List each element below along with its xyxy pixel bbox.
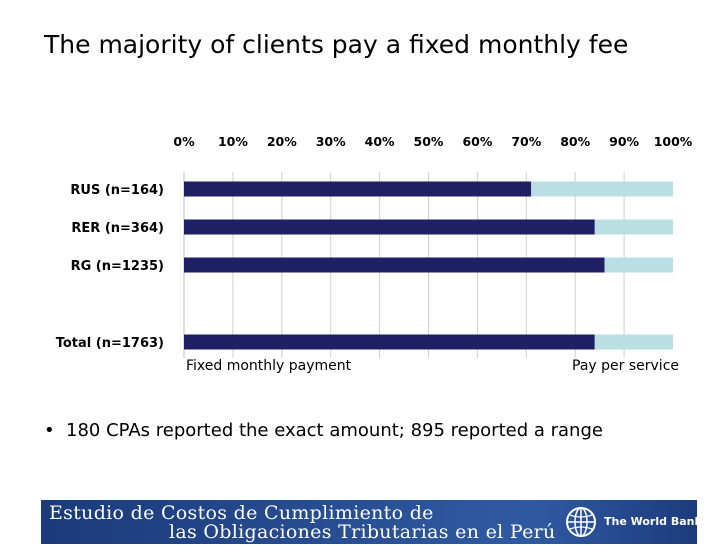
footer-banner: Estudio de Costos de Cumplimiento de las… [41, 500, 702, 544]
legend: Fixed monthly payment Pay per service [186, 358, 679, 374]
x-tick-label: 40% [365, 134, 395, 149]
x-tick-label: 70% [511, 134, 541, 149]
x-tick-label: 80% [560, 134, 590, 149]
bars [184, 181, 673, 350]
bar-segment-fixed [184, 334, 595, 350]
x-tick-label: 0% [173, 134, 195, 149]
x-tick-label: 60% [462, 134, 492, 149]
bar-segment-per-service [594, 219, 673, 235]
x-axis-ticks: 0% 10% 20% 30% 40% 50% 60% 70% 80% 90% 100% [173, 134, 692, 149]
category-label: RUS (n=164) [70, 183, 164, 198]
bar-segment-fixed [184, 219, 595, 235]
category-labels: RUS (n=164) RER (n=364) RG (n=1235) Total (… [56, 183, 164, 351]
world-bank-globe-icon [566, 507, 596, 537]
legend-entry-per-service: Pay per service [572, 358, 679, 374]
bullet-text: 180 CPAs reported the exact amount; 895 … [66, 420, 603, 441]
bar-segment-per-service [531, 181, 673, 197]
footer-title-line2: las Obligaciones Tributarias en el Perú [169, 521, 556, 543]
footer-title-line1: Estudio de Costos de Cumplimiento de [49, 502, 434, 524]
slide-title: The majority of clients pay a fixed mont… [44, 30, 629, 59]
category-label: Total (n=1763) [56, 336, 164, 351]
bar-segment-fixed [184, 181, 532, 197]
x-tick-label: 30% [316, 134, 346, 149]
world-bank-brand: The World Bank [604, 515, 702, 528]
x-tick-label: 90% [609, 134, 639, 149]
x-tick-label: 50% [414, 134, 444, 149]
x-tick-label: 20% [267, 134, 297, 149]
bullet-note: • 180 CPAs reported the exact amount; 895… [44, 420, 603, 441]
x-tick-label: 10% [218, 134, 248, 149]
category-label: RER (n=364) [71, 221, 164, 236]
bar-segment-per-service [594, 334, 673, 350]
x-tick-label: 100% [654, 134, 693, 149]
category-label: RG (n=1235) [71, 259, 164, 274]
bar-segment-fixed [184, 257, 605, 273]
legend-entry-fixed: Fixed monthly payment [186, 358, 352, 374]
bullet-dot-icon: • [44, 420, 55, 441]
bar-segment-per-service [604, 257, 673, 273]
bar-chart: 0% 10% 20% 30% 40% 50% 60% 70% 80% 90% 100% RUS (n… [56, 134, 693, 374]
